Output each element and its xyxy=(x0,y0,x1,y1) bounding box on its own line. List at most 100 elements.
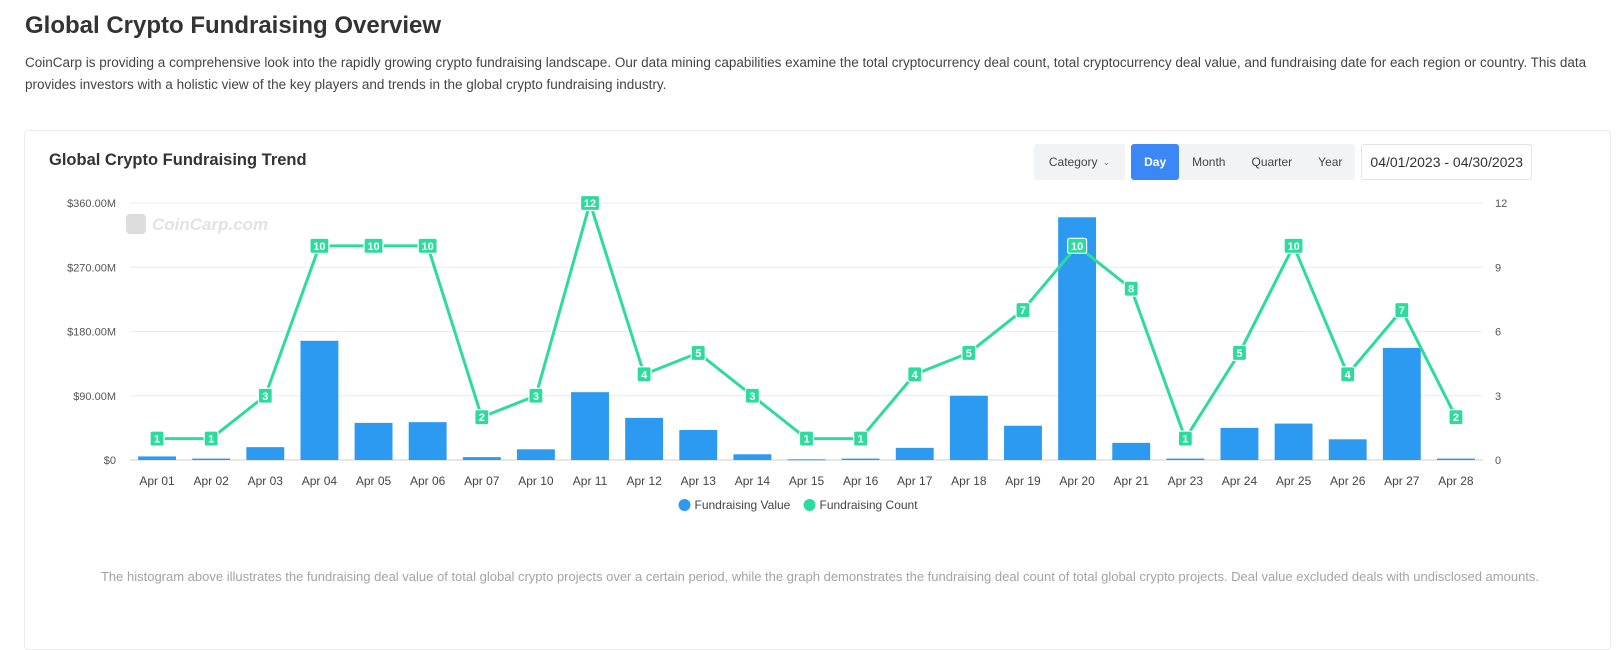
count-label: 10 xyxy=(367,241,379,253)
tab-year[interactable]: Year xyxy=(1318,155,1343,169)
count-label: 3 xyxy=(533,391,539,403)
tab-day[interactable]: Day xyxy=(1131,144,1180,180)
x-tick-label: Apr 03 xyxy=(248,474,284,488)
x-tick-label: Apr 11 xyxy=(573,474,608,488)
category-label: Category xyxy=(1048,155,1098,169)
bar-fundraising-value xyxy=(1112,442,1151,460)
x-tick-label: Apr 06 xyxy=(410,474,446,488)
watermark-logo-icon xyxy=(126,214,146,234)
y-left-tick: $360.00M xyxy=(67,198,116,210)
count-label-box xyxy=(1448,409,1464,426)
count-label-box xyxy=(363,237,384,254)
bar-fundraising-value xyxy=(192,458,231,460)
count-label: 1 xyxy=(858,434,864,446)
x-tick-label: Apr 04 xyxy=(302,474,338,488)
bar-fundraising-value xyxy=(138,456,177,460)
count-label: 1 xyxy=(803,434,809,446)
legend-count-label: Fundraising Count xyxy=(820,498,919,512)
count-label-box xyxy=(579,194,601,212)
count-label: 4 xyxy=(912,369,919,381)
count-label: 3 xyxy=(749,391,755,403)
count-label: 8 xyxy=(1128,284,1134,296)
bar-fundraising-value xyxy=(733,454,772,460)
y-right-tick: 3 xyxy=(1495,391,1501,403)
count-label: 5 xyxy=(966,348,972,360)
bar-fundraising-value xyxy=(462,457,501,460)
count-label-box xyxy=(1283,237,1304,254)
count-label-box xyxy=(528,387,544,404)
tab-quarter[interactable]: Quarter xyxy=(1251,155,1293,169)
x-tick-label: Apr 05 xyxy=(356,474,392,488)
bar-fundraising-value xyxy=(895,447,934,460)
count-label-box xyxy=(1123,280,1139,297)
x-tick-label: Apr 26 xyxy=(1330,474,1366,488)
count-label: 2 xyxy=(1453,412,1459,424)
date-range-picker[interactable]: 04/01/2023 - 04/30/2023 xyxy=(1361,144,1532,180)
x-tick-label: Apr 18 xyxy=(951,474,987,488)
count-label-box xyxy=(961,344,977,362)
x-tick-label: Apr 01 xyxy=(139,474,175,488)
y-left-tick: $180.00M xyxy=(67,327,116,339)
x-tick-label: Apr 02 xyxy=(194,474,230,488)
x-tick-label: Apr 23 xyxy=(1168,474,1204,488)
x-tick-label: Apr 15 xyxy=(789,474,825,488)
watermark-text: CoinCarp.com xyxy=(152,215,268,234)
bar-fundraising-value xyxy=(354,422,393,460)
count-label: 10 xyxy=(313,241,325,253)
count-label: 4 xyxy=(641,369,648,381)
intro-paragraph: CoinCarp is providing a comprehensive lo… xyxy=(25,55,1587,92)
line-fundraising-count xyxy=(157,201,1458,441)
count-label-box xyxy=(853,430,869,447)
count-label: 12 xyxy=(584,198,596,210)
count-label: 5 xyxy=(695,348,701,360)
page-title: Global Crypto Fundraising Overview xyxy=(25,12,442,39)
count-label-box xyxy=(1231,344,1248,362)
y-left-tick: $0 xyxy=(104,455,116,467)
y-right-tick: 12 xyxy=(1495,198,1507,210)
count-label-box xyxy=(203,430,219,447)
bar-fundraising-value xyxy=(516,449,555,460)
count-label: 10 xyxy=(1287,241,1299,253)
x-tick-label: Apr 14 xyxy=(735,474,771,488)
trend-card: Global Crypto Fundraising Trend Category… xyxy=(24,130,1611,650)
count-label-box xyxy=(744,387,760,404)
x-tick-label: Apr 16 xyxy=(843,474,879,488)
category-dropdown[interactable]: Category ⌄ xyxy=(1033,144,1126,180)
x-tick-label: Apr 20 xyxy=(1059,474,1095,488)
bar-fundraising-value xyxy=(1436,458,1475,460)
bar-fundraising-value xyxy=(787,459,826,461)
x-tick-label: Apr 27 xyxy=(1384,474,1420,488)
count-label-box xyxy=(474,409,490,426)
count-label: 2 xyxy=(479,412,485,424)
legend-count-swatch xyxy=(803,499,816,511)
bar-fundraising-value xyxy=(1328,439,1367,460)
x-tick-label: Apr 19 xyxy=(1005,474,1041,488)
x-tick-label: Apr 10 xyxy=(518,474,554,488)
count-label-box xyxy=(1394,301,1410,319)
legend-value-label: Fundraising Value xyxy=(695,498,791,512)
count-label: 4 xyxy=(1345,369,1352,381)
x-tick-label: Apr 24 xyxy=(1222,474,1258,488)
count-label-box xyxy=(690,344,706,362)
count-label-box xyxy=(149,430,165,447)
x-tick-label: Apr 17 xyxy=(897,474,933,488)
count-label-box xyxy=(309,237,330,254)
count-label: 10 xyxy=(422,241,434,253)
bar-fundraising-value xyxy=(1220,427,1259,460)
count-label: 1 xyxy=(1182,434,1188,446)
bar-fundraising-value xyxy=(841,458,880,460)
bar-fundraising-value xyxy=(1166,458,1205,460)
count-label: 7 xyxy=(1020,305,1026,317)
y-left-tick: $90.00M xyxy=(73,391,116,403)
count-label-box xyxy=(257,387,273,404)
x-tick-label: Apr 12 xyxy=(626,474,662,488)
card-title: Global Crypto Fundraising Trend xyxy=(49,151,307,169)
bar-fundraising-value xyxy=(1004,425,1042,460)
count-label: 5 xyxy=(1236,348,1242,360)
y-left-tick: $270.00M xyxy=(67,262,116,274)
tab-month[interactable]: Month xyxy=(1192,155,1226,169)
bar-fundraising-value xyxy=(246,447,285,460)
y-right-tick: 6 xyxy=(1495,327,1501,339)
chevron-down-icon: ⌄ xyxy=(1102,156,1111,167)
fundraising-chart: $0$90.00M$180.00M$270.00M$360.00M036912C… xyxy=(67,194,1507,512)
